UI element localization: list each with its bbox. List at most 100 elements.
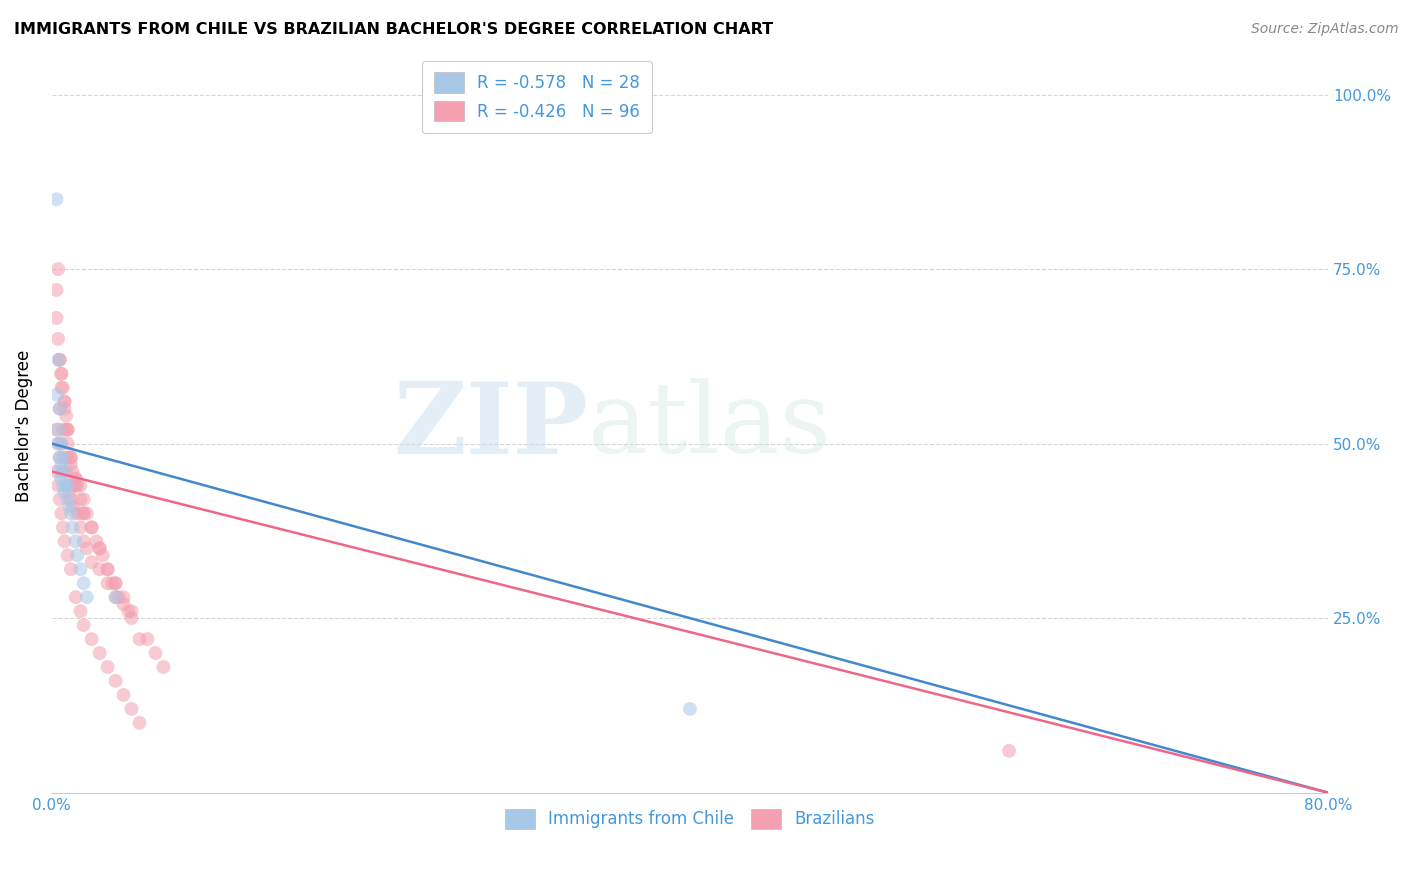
Point <box>48 401 70 416</box>
Point <box>51 507 73 521</box>
Point <box>48 401 70 416</box>
Point <box>46 478 69 492</box>
Point <box>91 549 114 563</box>
Point <box>76 541 98 556</box>
Point <box>55 409 77 423</box>
Point <box>97 562 120 576</box>
Point <box>65 534 87 549</box>
Point <box>65 590 87 604</box>
Point <box>52 478 75 492</box>
Text: IMMIGRANTS FROM CHILE VS BRAZILIAN BACHELOR'S DEGREE CORRELATION CHART: IMMIGRANTS FROM CHILE VS BRAZILIAN BACHE… <box>14 22 773 37</box>
Point <box>121 702 143 716</box>
Point <box>80 520 103 534</box>
Point <box>53 401 76 416</box>
Point <box>104 673 127 688</box>
Point <box>53 485 76 500</box>
Point <box>45 310 67 325</box>
Point <box>65 471 87 485</box>
Point <box>52 465 75 479</box>
Point <box>48 450 70 465</box>
Point <box>56 549 79 563</box>
Point <box>52 423 75 437</box>
Point <box>51 471 73 485</box>
Point <box>46 332 69 346</box>
Point <box>53 465 76 479</box>
Point <box>55 423 77 437</box>
Point <box>107 590 129 604</box>
Point <box>69 478 91 492</box>
Point <box>73 618 96 632</box>
Point <box>112 590 135 604</box>
Point <box>48 352 70 367</box>
Text: atlas: atlas <box>588 378 831 474</box>
Point <box>80 555 103 569</box>
Point <box>73 507 96 521</box>
Point <box>97 576 120 591</box>
Point <box>73 507 96 521</box>
Point <box>45 465 67 479</box>
Point <box>58 485 80 500</box>
Point <box>53 450 76 465</box>
Point <box>104 590 127 604</box>
Point <box>66 478 89 492</box>
Point <box>97 660 120 674</box>
Text: ZIP: ZIP <box>392 377 588 475</box>
Point <box>59 450 82 465</box>
Point <box>46 436 69 450</box>
Point <box>69 562 91 576</box>
Point <box>51 436 73 450</box>
Point <box>59 507 82 521</box>
Point <box>63 478 86 492</box>
Point <box>62 465 84 479</box>
Point <box>104 576 127 591</box>
Point <box>128 632 150 646</box>
Point <box>145 646 167 660</box>
Point <box>46 436 69 450</box>
Point <box>48 492 70 507</box>
Point <box>48 450 70 465</box>
Point <box>51 381 73 395</box>
Point <box>66 549 89 563</box>
Point <box>679 702 702 716</box>
Point <box>46 352 69 367</box>
Point <box>53 534 76 549</box>
Point <box>56 436 79 450</box>
Point <box>80 632 103 646</box>
Point <box>48 465 70 479</box>
Point <box>65 507 87 521</box>
Point <box>45 283 67 297</box>
Point <box>104 576 127 591</box>
Point <box>152 660 174 674</box>
Point <box>56 478 79 492</box>
Point <box>59 492 82 507</box>
Point <box>80 520 103 534</box>
Point <box>76 507 98 521</box>
Point <box>55 465 77 479</box>
Point <box>73 492 96 507</box>
Point <box>56 478 79 492</box>
Point <box>73 576 96 591</box>
Point <box>59 562 82 576</box>
Point <box>56 492 79 507</box>
Point <box>45 423 67 437</box>
Point <box>58 500 80 514</box>
Point <box>53 394 76 409</box>
Point <box>89 562 111 576</box>
Point <box>51 458 73 472</box>
Point <box>97 562 120 576</box>
Point <box>59 458 82 472</box>
Point <box>76 590 98 604</box>
Point <box>67 507 90 521</box>
Point <box>59 450 82 465</box>
Text: Source: ZipAtlas.com: Source: ZipAtlas.com <box>1251 22 1399 37</box>
Point <box>86 534 108 549</box>
Point <box>45 388 67 402</box>
Point <box>89 541 111 556</box>
Point <box>52 520 75 534</box>
Point <box>89 541 111 556</box>
Point <box>112 688 135 702</box>
Point <box>998 744 1021 758</box>
Point <box>48 352 70 367</box>
Point <box>46 423 69 437</box>
Point <box>55 478 77 492</box>
